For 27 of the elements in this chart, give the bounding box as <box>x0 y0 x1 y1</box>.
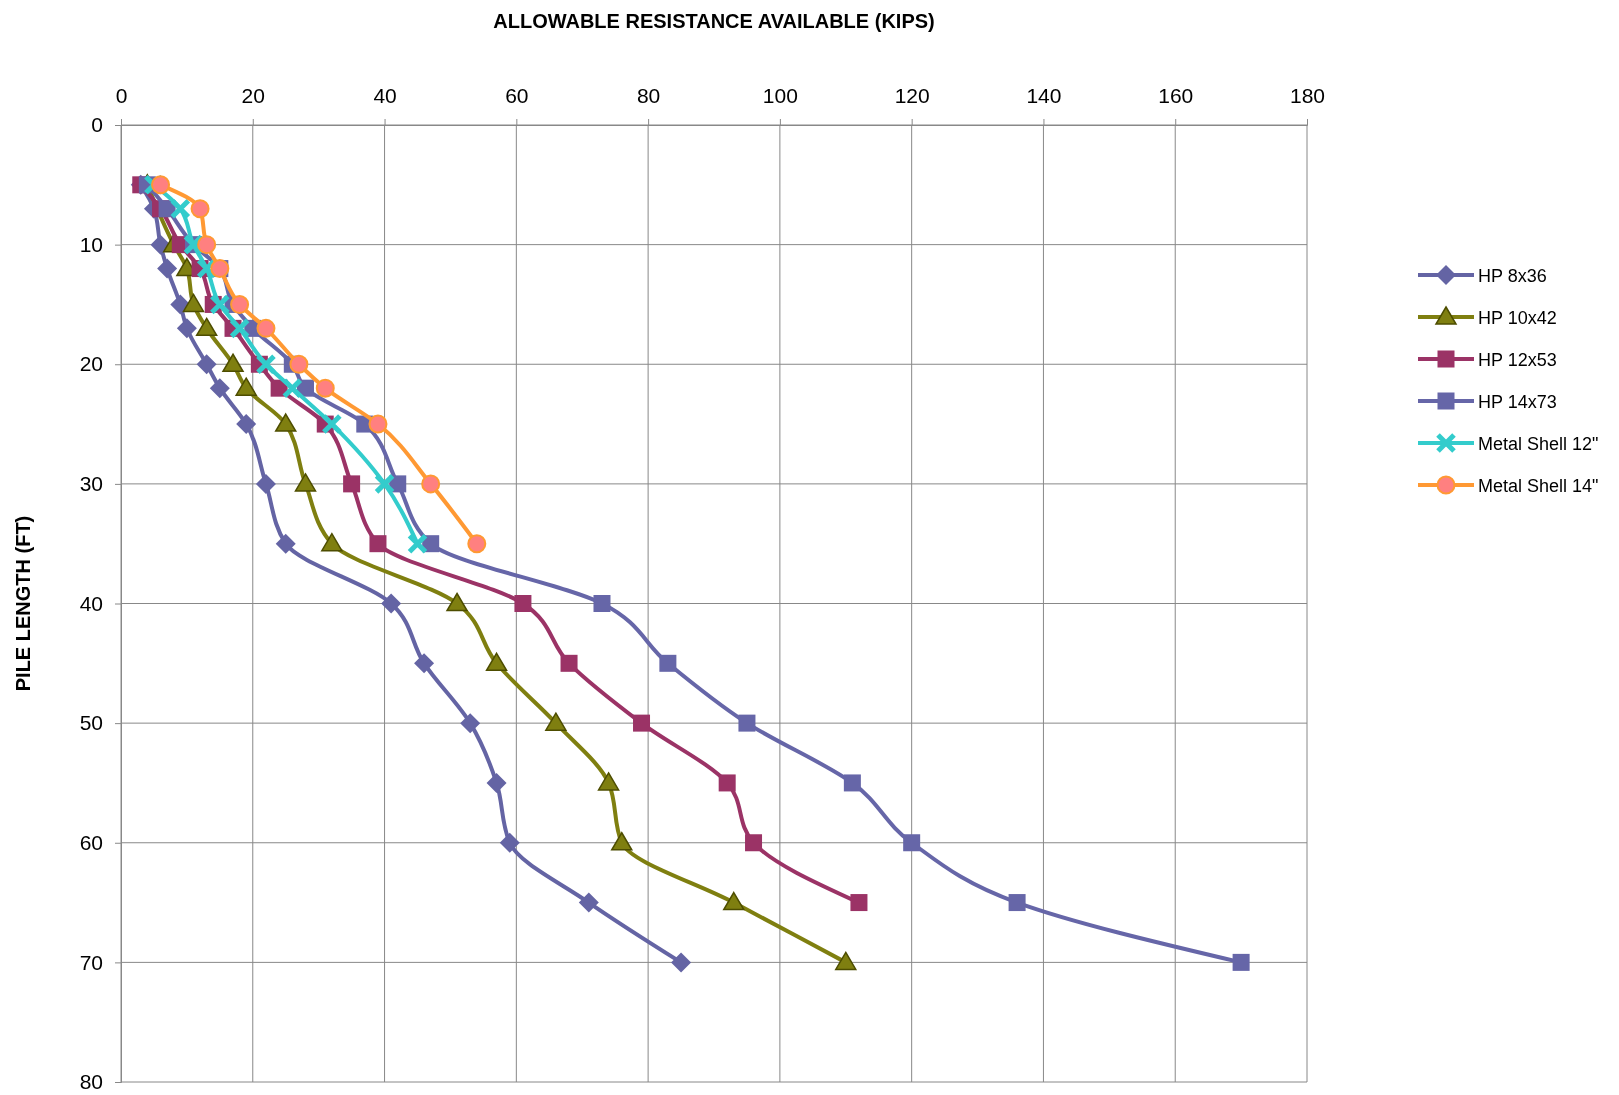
legend-label: HP 12x53 <box>1478 350 1557 370</box>
x-tick-label: 180 <box>1289 84 1326 107</box>
y-tick-label: 60 <box>79 830 103 854</box>
y-tick-label: 30 <box>79 472 103 496</box>
x-tick-label: 0 <box>115 84 128 107</box>
y-tick-label: 10 <box>79 232 103 256</box>
y-tick-label: 0 <box>91 113 103 137</box>
y-tick-label: 80 <box>79 1070 103 1094</box>
legend-label: Metal Shell 14" <box>1478 476 1599 496</box>
y-tick-label: 40 <box>79 591 103 615</box>
x-tick-label: 20 <box>241 84 265 107</box>
x-tick-label: 80 <box>636 84 661 107</box>
x-tick-label: 140 <box>1026 84 1062 107</box>
legend-label: HP 10x42 <box>1478 308 1557 328</box>
x-tick-label: 40 <box>373 84 397 107</box>
legend-label: Metal Shell 12" <box>1478 434 1599 454</box>
legend-label: HP 14x73 <box>1478 392 1557 412</box>
x-tick-label: 60 <box>505 84 529 107</box>
x-axis-title: ALLOWABLE RESISTANCE AVAILABLE (KIPS) <box>493 10 935 32</box>
legend-label: HP 8x36 <box>1478 266 1547 286</box>
y-tick-label: 20 <box>79 352 103 376</box>
y-tick-label: 70 <box>79 950 103 974</box>
y-tick-label: 50 <box>79 711 103 735</box>
y-axis-title: PILE LENGTH (FT) <box>12 515 34 692</box>
x-tick-label: 100 <box>762 84 798 107</box>
x-tick-label: 120 <box>894 84 930 107</box>
x-tick-label: 160 <box>1158 84 1194 107</box>
